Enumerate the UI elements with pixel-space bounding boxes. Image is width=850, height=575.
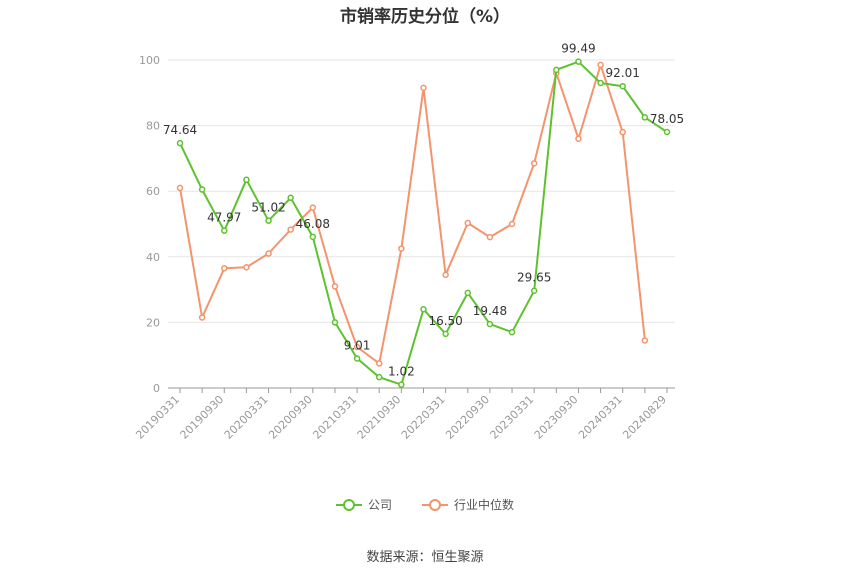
x-tick-label: 20240829	[620, 393, 669, 442]
data-label-company: 47.97	[207, 211, 241, 225]
data-point-company	[663, 128, 671, 136]
x-tick-label: 20240331	[576, 393, 625, 442]
data-point-industry	[597, 61, 604, 69]
data-point-company	[243, 176, 250, 183]
data-point-company	[221, 227, 228, 234]
y-tick-label: 80	[146, 120, 160, 133]
data-label-company: 16.50	[428, 314, 462, 328]
data-point-industry	[287, 226, 294, 233]
data-point-company	[375, 373, 383, 381]
legend-marker-company	[335, 498, 362, 511]
data-point-company	[176, 139, 184, 147]
data-point-industry	[420, 84, 427, 92]
data-point-industry	[176, 184, 184, 192]
x-tick-label: 20210331	[310, 393, 359, 442]
data-point-company	[597, 79, 604, 87]
data-label-company: 99.49	[561, 42, 595, 56]
data-label-company: 46.08	[296, 217, 330, 231]
data-point-company	[442, 330, 449, 338]
data-point-industry	[530, 160, 538, 167]
series-line-industry	[179, 63, 646, 365]
data-point-company	[575, 58, 582, 65]
data-point-company	[508, 328, 516, 336]
legend-item-company[interactable]: 公司	[335, 496, 392, 513]
data-point-industry	[508, 220, 516, 228]
data-point-company	[486, 320, 494, 328]
y-tick-label: 40	[146, 251, 160, 264]
data-point-industry	[442, 271, 449, 279]
legend-label-company: 公司	[367, 498, 392, 512]
data-point-industry	[641, 337, 649, 344]
line-chart: 0 20 40 60 80 100 2019033120190930202003312020…	[133, 42, 684, 442]
y-tick-label: 20	[146, 316, 160, 329]
x-tick-label: 20210930	[355, 393, 404, 442]
x-tick-label: 20220331	[399, 393, 448, 442]
x-tick-label: 20230930	[532, 393, 581, 442]
y-tick-label: 0	[153, 382, 160, 395]
data-label-company: 78.05	[650, 112, 684, 126]
data-point-industry	[619, 128, 626, 136]
data-label-company: 1.02	[388, 365, 415, 379]
x-tick-label: 20190331	[133, 393, 182, 442]
x-tick-label: 20190930	[178, 393, 227, 442]
data-point-industry	[198, 314, 206, 321]
data-point-industry	[375, 360, 383, 367]
data-point-company	[641, 114, 649, 121]
data-point-company	[198, 186, 206, 193]
data-label-company: 74.64	[163, 123, 197, 137]
data-label-company: 51.02	[251, 201, 285, 215]
data-point-industry	[398, 245, 405, 252]
data-point-company	[353, 355, 361, 362]
data-point-industry	[265, 250, 272, 257]
data-point-company	[331, 319, 339, 326]
data-label-company: 92.01	[606, 66, 640, 80]
data-point-company	[309, 233, 317, 241]
series-line-company	[179, 60, 668, 386]
data-point-industry	[353, 343, 361, 351]
data-point-industry	[486, 233, 494, 241]
data-point-industry	[309, 204, 317, 211]
x-tick-label: 20220930	[443, 393, 492, 442]
x-tick-label: 20200930	[266, 393, 315, 442]
x-tick-label: 20230331	[488, 393, 537, 442]
chart-title: 市销率历史分位（%）	[339, 7, 511, 27]
data-point-company	[287, 194, 294, 202]
data-point-industry	[464, 219, 472, 227]
legend-item-industry[interactable]: 行业中位数	[422, 496, 514, 513]
data-point-company	[265, 217, 272, 224]
data-labels: 74.64 47.97 51.02 46.08 9.01 1.02 16.50 19.48 29…	[163, 42, 684, 379]
legend-label-industry: 行业中位数	[454, 498, 515, 512]
data-point-industry	[575, 135, 582, 142]
x-tick-label: 20200331	[222, 393, 271, 442]
data-label-company: 9.01	[344, 338, 371, 352]
y-tick-label: 60	[146, 185, 160, 198]
data-label-company: 29.65	[517, 271, 551, 285]
data-point-company	[464, 289, 472, 297]
data-point-industry	[221, 265, 228, 272]
data-label-company: 19.48	[473, 304, 507, 318]
data-point-company	[398, 381, 405, 388]
data-point-company	[619, 82, 626, 90]
data-point-company	[553, 66, 560, 74]
data-source: 数据来源：恒生聚源	[366, 550, 484, 565]
legend: 公司 行业中位数	[0, 496, 850, 513]
data-point-industry	[243, 264, 250, 271]
data-point-industry	[331, 283, 339, 290]
series-lines	[176, 58, 671, 388]
data-point-company	[530, 287, 538, 294]
legend-marker-industry	[422, 498, 448, 511]
data-point-company	[420, 306, 427, 313]
y-tick-label: 100	[139, 54, 160, 67]
grid-lines	[168, 59, 675, 323]
